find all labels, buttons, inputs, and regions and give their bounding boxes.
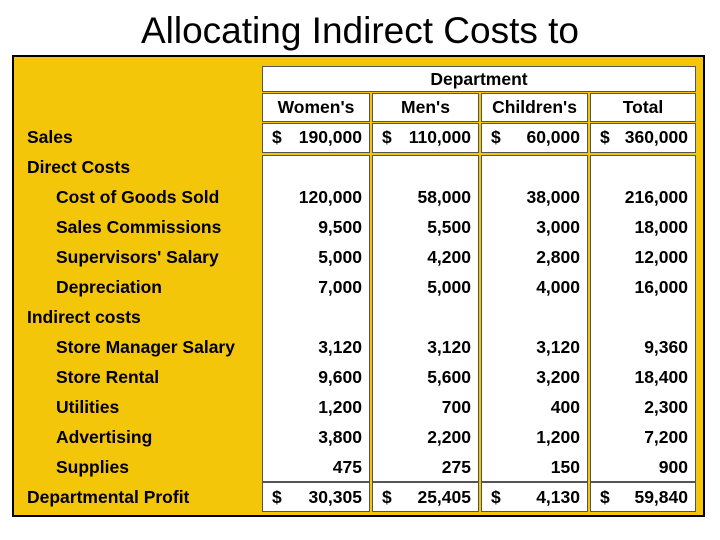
profit-cell [481,482,588,512]
table-cell-value: 9,360 [644,337,688,357]
table-cell-value: 4,000 [536,277,580,297]
table-cell-value: 4,130 [536,487,580,507]
table-cell-value: 360,000 [624,127,688,147]
table-cell-value: 190,000 [298,127,362,147]
table-cell-value: 1,200 [536,427,580,447]
table-cell-value: 3,000 [536,217,580,237]
row-label: Direct Costs [27,157,131,177]
currency-symbol: $ [272,487,282,507]
slide-title: Allocating Indirect Costs to [140,10,580,51]
table-cell-value: 2,200 [427,427,471,447]
table-cell-value: 900 [658,457,688,477]
body-column [590,155,696,482]
table-cell-value: 60,000 [526,127,580,147]
row-label: Departmental Profit [27,487,190,507]
column-header-cell [481,93,588,122]
row-label: Depreciation [56,277,162,297]
sales-cell [262,123,370,153]
table-cell-value: 275 [441,457,471,477]
row-label: Utilities [56,397,120,417]
table-cell-value: 18,400 [634,367,688,387]
row-label: Advertising [56,427,153,447]
table-cell-value: 9,600 [318,367,362,387]
column-header: Women's [277,97,355,117]
currency-symbol: $ [491,487,501,507]
currency-symbol: $ [382,127,392,147]
table-cell-value: 4,200 [427,247,471,267]
table-cell-value: 700 [441,397,471,417]
table-cell-value: 120,000 [298,187,362,207]
profit-cell [590,482,696,512]
body-column [262,155,370,482]
body-column [372,155,479,482]
row-label: Sales [27,127,73,147]
row-label: Indirect costs [27,307,141,327]
sales-cell [590,123,696,153]
table-cell-value: 7,000 [318,277,362,297]
sales-cell [372,123,479,153]
table-cell-value: 18,000 [634,217,688,237]
table-cell-value: 3,200 [536,367,580,387]
row-label: Supervisors' Salary [56,247,219,267]
table-cell-value: 2,800 [536,247,580,267]
profit-cell [372,482,479,512]
table-cell-value: 7,200 [644,427,688,447]
table-cell-value: 38,000 [526,187,580,207]
sales-cell [481,123,588,153]
row-label: Sales Commissions [56,217,222,237]
table-cell-value: 110,000 [408,127,471,147]
table-cell-value: 150 [550,457,580,477]
column-header-cell [372,93,479,122]
table-cell-value: 30,305 [308,487,362,507]
table-cell-value: 216,000 [624,187,688,207]
table-cell-value: 3,120 [318,337,362,357]
table-cell-value: 12,000 [634,247,688,267]
table-cell-value: 3,120 [536,337,580,357]
table-cell-value: 59,840 [634,487,688,507]
table-cell-value: 3,800 [318,427,362,447]
currency-symbol: $ [272,127,282,147]
column-header-cell [590,93,696,122]
table-cell-value: 1,200 [318,397,362,417]
row-label: Cost of Goods Sold [56,187,220,207]
row-label: Store Manager Salary [56,337,235,357]
table-cell-value: 475 [332,457,362,477]
table-cell-value: 3,120 [427,337,471,357]
table-cell-value: 5,500 [427,217,471,237]
body-column [481,155,588,482]
column-header: Total [622,97,664,117]
currency-symbol: $ [600,487,610,507]
row-label: Store Rental [56,367,160,387]
row-label: Supplies [56,457,129,477]
column-header-cell [262,93,370,122]
column-header: Men's [401,97,450,117]
table-cell-value: 25,405 [417,487,471,507]
table-cell-value: 16,000 [634,277,688,297]
column-header: Children's [492,97,577,117]
currency-symbol: $ [491,127,501,147]
table-cell-value: 58,000 [417,187,471,207]
department-header-cell [262,66,696,92]
currency-symbol: $ [382,487,392,507]
table-cell-value: 9,500 [318,217,362,237]
table-cell-value: 5,000 [318,247,362,267]
department-header: Department [430,69,528,89]
table-cell-value: 2,300 [644,397,688,417]
table-cell-value: 400 [550,397,580,417]
currency-symbol: $ [600,127,610,147]
table-cell-value: 5,000 [427,277,471,297]
table-cell-value: 5,600 [427,367,471,387]
profit-cell [262,482,370,512]
